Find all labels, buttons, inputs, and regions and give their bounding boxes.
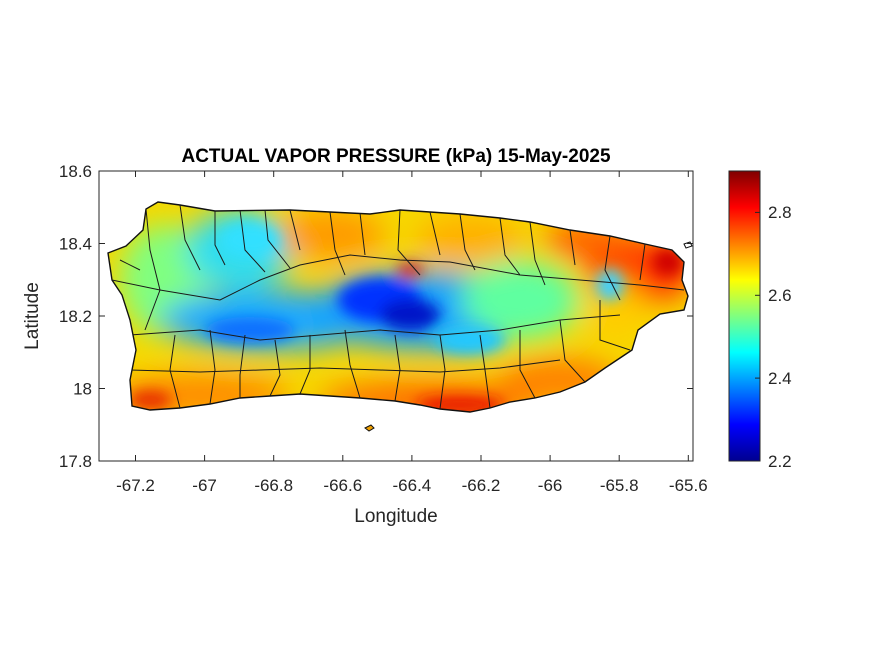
chart-title: ACTUAL VAPOR PRESSURE (kPa) 15-May-2025: [181, 146, 610, 167]
y-tick-label: 18.6: [59, 162, 92, 181]
east-cay: [683, 241, 693, 249]
colorbar-tick-label: 2.8: [768, 203, 792, 222]
x-tick-label: -65.6: [669, 476, 708, 495]
y-tick-label: 18.4: [59, 235, 92, 254]
y-tick-label: 17.8: [59, 452, 92, 471]
x-tick-label: -66.4: [393, 476, 432, 495]
x-tick-label: -66.2: [462, 476, 501, 495]
vapor-pressure-field: [108, 202, 688, 412]
y-axis-label: Latitude: [22, 282, 43, 350]
colorbar-tick-label: 2.2: [768, 452, 792, 471]
y-tick-label: 18.2: [59, 307, 92, 326]
y-tick-labels: 17.8 18 18.2 18.4 18.6: [59, 162, 92, 471]
colorbar-tick-label: 2.6: [768, 286, 792, 305]
colorbar: [728, 170, 761, 462]
colorbar-tick-label: 2.4: [768, 369, 792, 388]
x-tick-label: -67: [192, 476, 217, 495]
x-tick-label: -66.8: [254, 476, 293, 495]
colorbar-ticks: [755, 211, 760, 462]
x-tick-label: -65.8: [600, 476, 639, 495]
municipality-boundaries: [111, 204, 685, 410]
x-tick-label: -66: [538, 476, 563, 495]
y-ticks: [99, 170, 693, 462]
y-tick-label: 18: [73, 380, 92, 399]
x-tick-labels: -67.2 -67 -66.8 -66.6 -66.4 -66.2 -66 -6…: [116, 476, 708, 495]
x-ticks: [135, 171, 689, 461]
x-axis-label: Longitude: [354, 506, 437, 527]
x-tick-label: -66.6: [323, 476, 362, 495]
caja-de-muertos-island: [364, 424, 375, 432]
x-tick-label: -67.2: [116, 476, 155, 495]
colorbar-tick-labels: 2.2 2.4 2.6 2.8: [768, 203, 792, 471]
